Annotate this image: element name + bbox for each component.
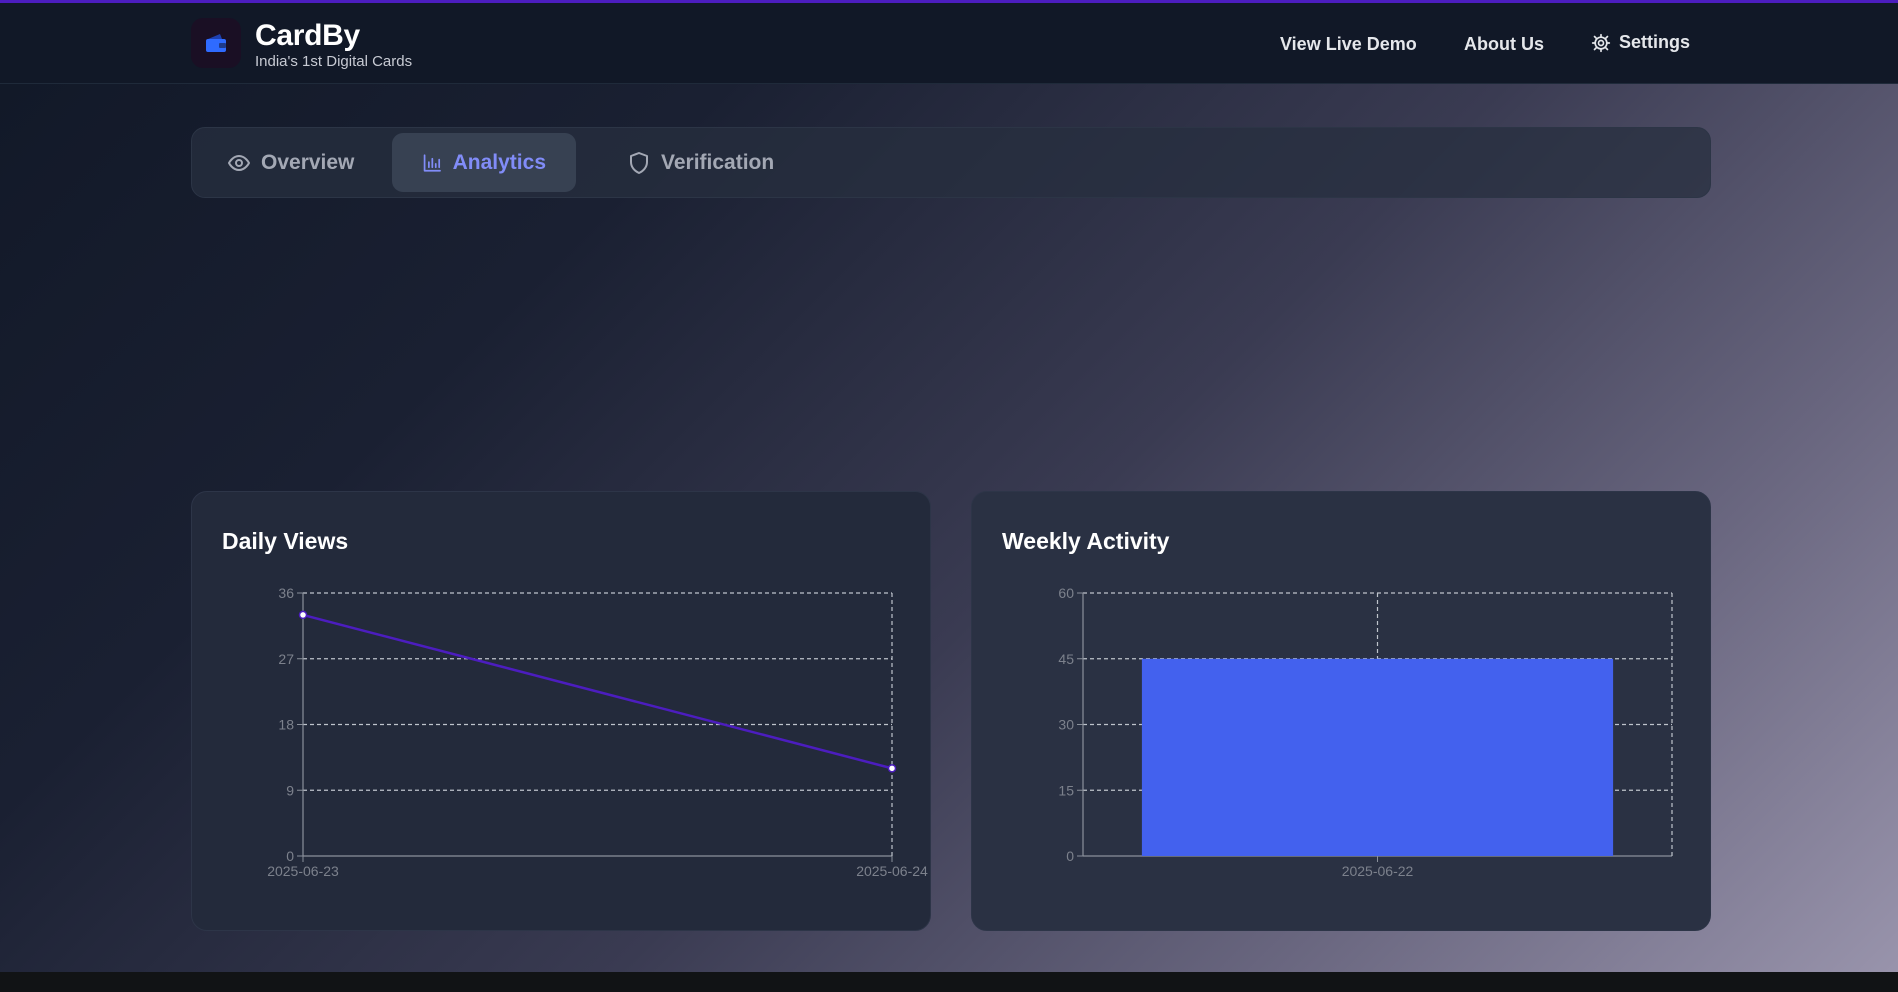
y-tick-label: 0 bbox=[1066, 848, 1074, 864]
daily-views-chart: 0 9 18 27 36 2025-06-23 2025-06-24 bbox=[267, 585, 928, 879]
y-tick-label: 18 bbox=[278, 717, 294, 733]
y-tick-label: 9 bbox=[286, 782, 294, 798]
nav-settings[interactable]: Settings bbox=[1591, 32, 1690, 53]
daily-views-title: Daily Views bbox=[222, 528, 349, 554]
tab-verification[interactable]: Verification bbox=[597, 133, 804, 192]
shield-icon bbox=[630, 151, 648, 174]
weekly-activity-card: Weekly Activity 0 15 30 45 60 2025-06-22 bbox=[971, 491, 1711, 931]
bar-chart-icon bbox=[423, 153, 441, 172]
x-tick-label: 2025-06-24 bbox=[856, 863, 928, 879]
dashboard-tabs: Overview Analytics Verification bbox=[191, 127, 1711, 198]
series-line bbox=[302, 613, 893, 770]
app-header: CardBy India's 1st Digital Cards View Li… bbox=[0, 3, 1898, 84]
nav-about-us[interactable]: About Us bbox=[1464, 34, 1544, 54]
brand-subtitle: India's 1st Digital Cards bbox=[255, 53, 413, 70]
y-tick-label: 45 bbox=[1058, 651, 1074, 667]
y-tick-label: 27 bbox=[278, 651, 294, 667]
data-point bbox=[298, 610, 308, 620]
tab-analytics-label: Analytics bbox=[452, 150, 546, 174]
y-tick-label: 36 bbox=[278, 585, 294, 601]
x-tick-label: 2025-06-23 bbox=[267, 863, 339, 879]
tab-analytics[interactable]: Analytics bbox=[392, 133, 576, 192]
footer-strip bbox=[0, 972, 1898, 992]
top-accent-line bbox=[0, 0, 1898, 3]
x-tick-label: 2025-06-22 bbox=[1342, 863, 1414, 879]
weekly-activity-chart: 0 15 30 45 60 2025-06-22 bbox=[1058, 585, 1673, 879]
wallet-icon bbox=[206, 34, 226, 52]
y-tick-label: 30 bbox=[1058, 717, 1074, 733]
y-tick-label: 15 bbox=[1058, 782, 1074, 798]
nav-settings-label: Settings bbox=[1619, 32, 1691, 52]
nav-view-live-demo[interactable]: View Live Demo bbox=[1280, 34, 1417, 54]
y-tick-label: 0 bbox=[286, 848, 294, 864]
brand-title[interactable]: CardBy bbox=[255, 19, 360, 52]
daily-views-card: Daily Views 0 9 18 27 36 2025-06-23 2025-06-24 bbox=[191, 491, 931, 931]
bar bbox=[1141, 658, 1614, 856]
weekly-activity-title: Weekly Activity bbox=[1002, 528, 1170, 554]
y-tick-label: 60 bbox=[1058, 585, 1074, 601]
gear-icon bbox=[1591, 33, 1611, 52]
tab-verification-label: Verification bbox=[661, 150, 775, 174]
tab-overview-label: Overview bbox=[261, 150, 355, 174]
eye-icon bbox=[228, 154, 250, 171]
data-point bbox=[887, 764, 897, 773]
brand-logo[interactable] bbox=[191, 18, 241, 68]
tab-overview[interactable]: Overview bbox=[197, 133, 384, 192]
